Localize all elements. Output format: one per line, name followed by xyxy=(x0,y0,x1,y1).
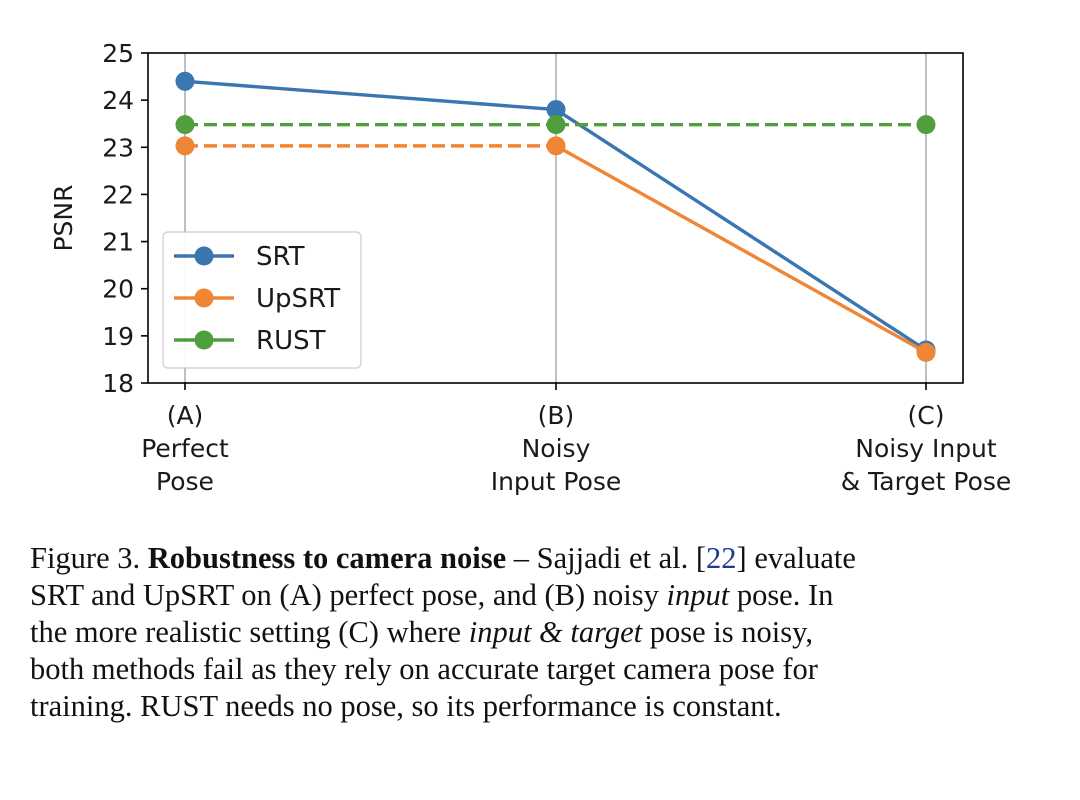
y-tick-label: 20 xyxy=(102,275,134,304)
legend-label: SRT xyxy=(256,242,305,272)
data-point-rust-1 xyxy=(546,115,566,135)
x-tick-label: Input Pose xyxy=(491,467,622,496)
x-tick-label: (A) xyxy=(167,401,204,430)
y-tick-label: 25 xyxy=(102,39,134,68)
caption-text: input xyxy=(666,578,730,612)
y-axis-label: PSNR xyxy=(49,184,78,251)
y-tick-label: 22 xyxy=(102,180,134,209)
series-layer xyxy=(175,71,936,362)
x-tick-label: (C) xyxy=(908,401,945,430)
data-point-rust-2 xyxy=(916,115,936,135)
caption-text: pose. In xyxy=(729,578,834,612)
y-axis: 18 19 20 21 22 23 24 25 xyxy=(102,39,148,398)
caption-text: pose is noisy, xyxy=(642,615,813,649)
x-tick-label: Noisy Input xyxy=(855,434,997,463)
legend: SRT UpSRT RUST xyxy=(162,231,362,369)
data-point-rust-0 xyxy=(175,115,195,135)
data-point-srt-1 xyxy=(546,100,566,120)
caption-text: training. RUST needs no pose, so its per… xyxy=(30,689,782,723)
legend-swatch-marker-upsrt xyxy=(194,288,214,308)
caption-line: SRT and UpSRT on (A) perfect pose, and (… xyxy=(30,577,1060,614)
x-tick-label: Noisy xyxy=(522,434,591,463)
x-tick-label: & Target Pose xyxy=(841,467,1012,496)
x-tick-label: (B) xyxy=(538,401,575,430)
data-point-srt-0 xyxy=(175,71,195,91)
y-tick-label: 19 xyxy=(102,322,134,351)
psnr-line-chart: 18 19 20 21 22 23 24 25 (A) Perfect Pose (B) Noisy I… xyxy=(49,39,1011,496)
caption-text: Figure 3. xyxy=(30,541,148,575)
caption-line: training. RUST needs no pose, so its per… xyxy=(30,688,1060,725)
series-upsrt xyxy=(175,136,936,362)
y-tick-label: 23 xyxy=(102,133,134,162)
legend-label: RUST xyxy=(256,326,326,356)
caption-line: the more realistic setting (C) where inp… xyxy=(30,614,1060,651)
series-line-upsrt-1 xyxy=(555,144,927,354)
legend-box xyxy=(162,231,362,369)
legend-label: UpSRT xyxy=(256,284,340,314)
caption-text: Robustness to camera noise xyxy=(147,541,507,575)
data-point-upsrt-2 xyxy=(916,342,936,362)
y-tick-label: 18 xyxy=(102,369,134,398)
series-line-srt-1 xyxy=(555,108,927,352)
legend-swatch-marker-srt xyxy=(194,246,214,266)
caption-text: the more realistic setting (C) where xyxy=(30,615,469,649)
caption-line: both methods fail as they rely on accura… xyxy=(30,651,1060,688)
series-rust xyxy=(175,115,936,135)
caption-text: ] evaluate xyxy=(736,541,856,575)
caption-text: – Sajjadi et al. [ xyxy=(506,541,707,575)
y-tick-label: 21 xyxy=(102,228,134,257)
data-point-upsrt-1 xyxy=(546,136,566,156)
caption-text: SRT and UpSRT on (A) perfect pose, and (… xyxy=(30,578,667,612)
caption-text: input & target xyxy=(468,615,643,649)
caption-text: both methods fail as they rely on accura… xyxy=(30,652,818,686)
series-line-srt-0 xyxy=(184,79,557,112)
legend-swatch-marker-rust xyxy=(194,330,214,350)
x-axis: (A) Perfect Pose (B) Noisy Input Pose (C) Noisy… xyxy=(141,383,1011,496)
x-tick-label: Perfect xyxy=(141,434,229,463)
x-tick-label: Pose xyxy=(156,467,214,496)
caption-line: Figure 3. Robustness to camera noise – S… xyxy=(30,540,1060,577)
citation-link[interactable]: 22 xyxy=(706,541,737,575)
y-tick-label: 24 xyxy=(102,86,134,115)
figure-caption: Figure 3. Robustness to camera noise – S… xyxy=(30,540,1060,725)
data-point-upsrt-0 xyxy=(175,136,195,156)
